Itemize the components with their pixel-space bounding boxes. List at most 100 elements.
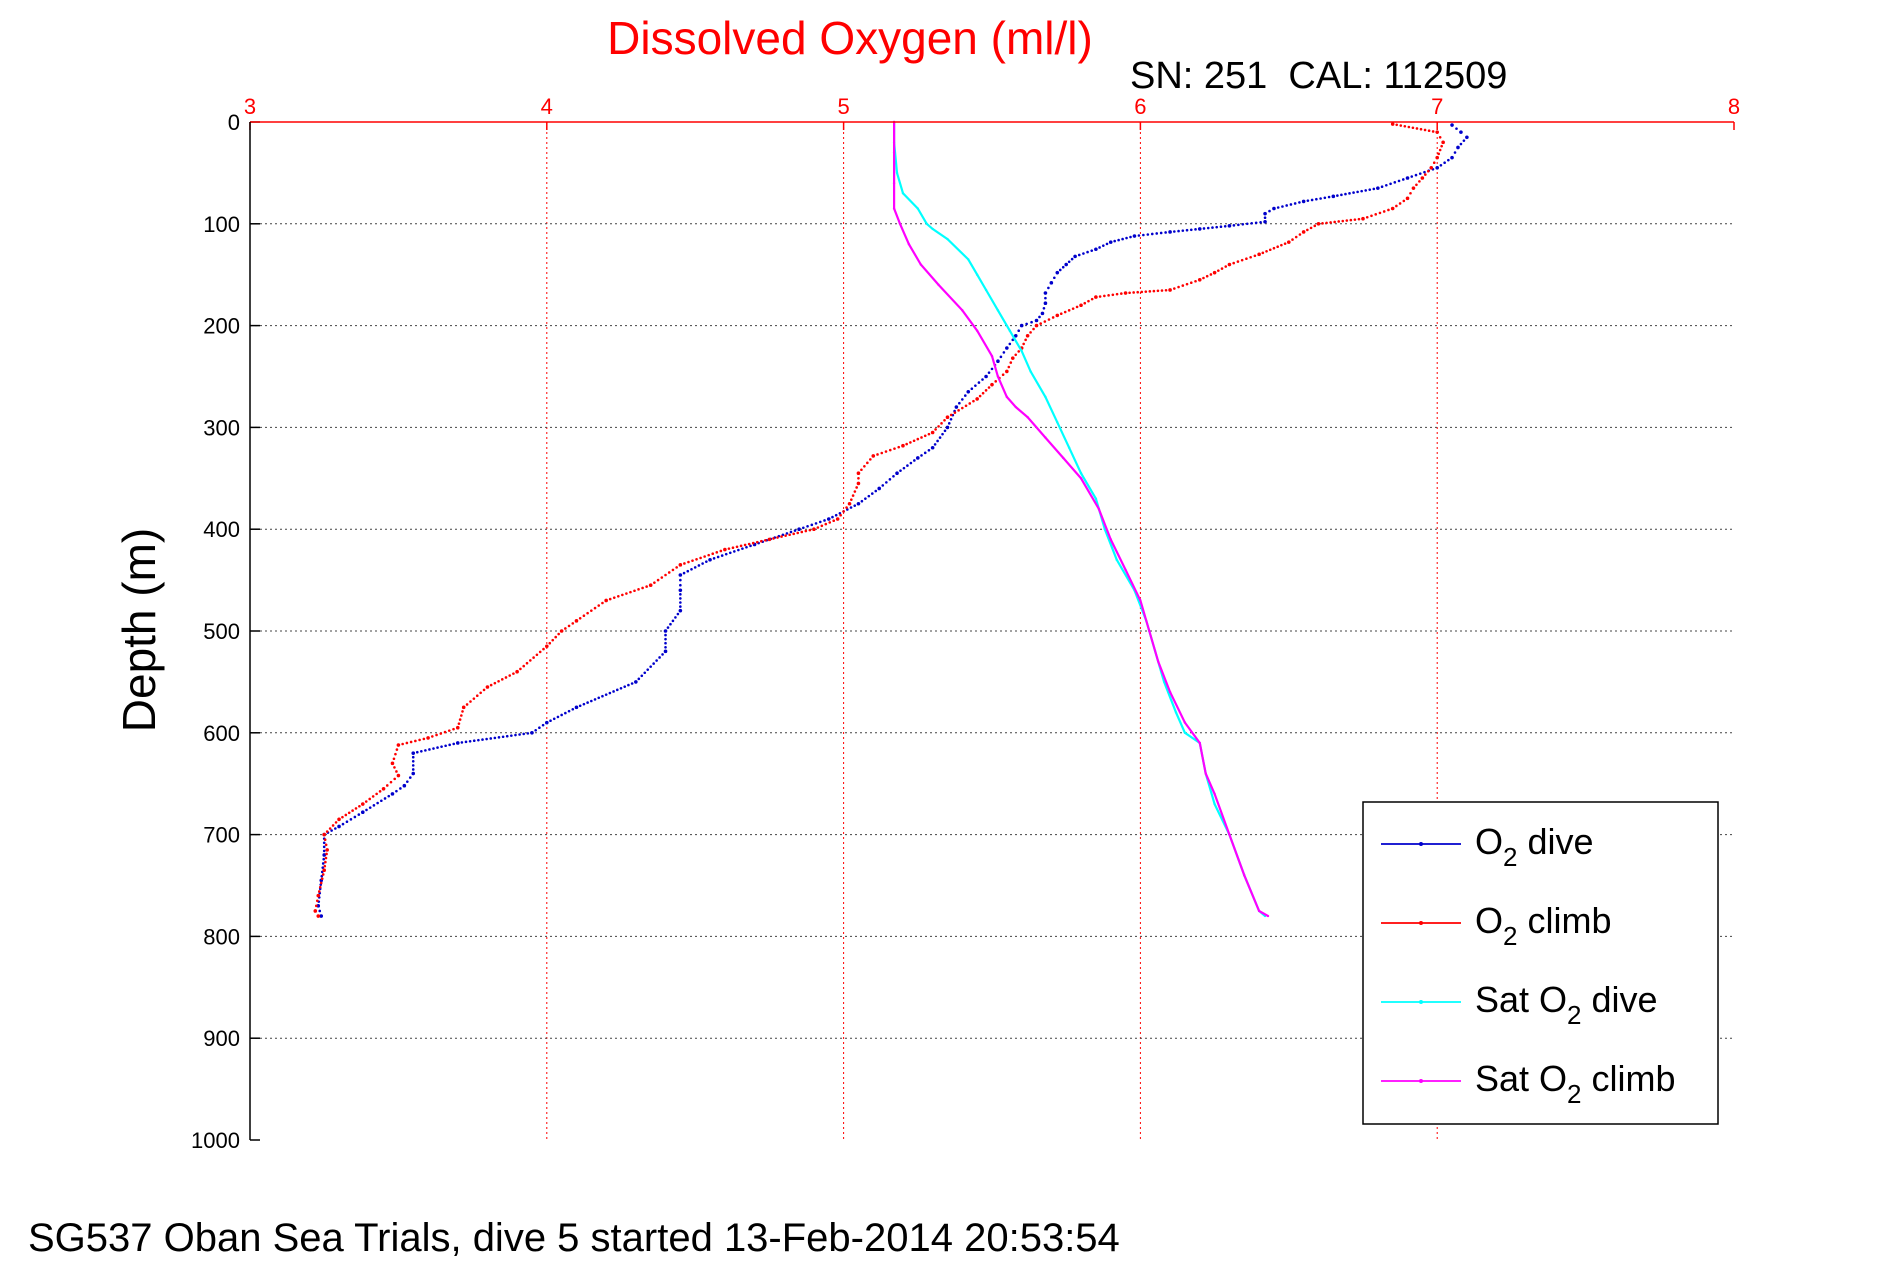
trace-dot: [1075, 305, 1079, 309]
trace-dot: [324, 860, 327, 864]
trace-dot: [322, 841, 326, 845]
trace-dot: [637, 677, 641, 681]
trace-dot: [512, 672, 515, 675]
trace-dot: [1181, 229, 1185, 232]
data-point: [1079, 477, 1083, 480]
trace-dot: [1337, 220, 1341, 223]
trace-dot: [1364, 189, 1367, 192]
trace-dot: [1345, 219, 1349, 222]
trace-dot: [428, 748, 431, 751]
trace-dot: [857, 477, 860, 480]
trace-dot: [864, 497, 867, 500]
trace-dot: [747, 542, 751, 546]
trace-dot: [784, 534, 787, 537]
trace-dot: [682, 571, 686, 575]
y-tick-label: 900: [203, 1026, 240, 1051]
data-point: [1094, 295, 1098, 299]
data-point: [946, 237, 949, 241]
trace-dot: [1142, 233, 1145, 237]
trace-dot: [1189, 281, 1193, 284]
trace-dot: [548, 641, 552, 645]
legend-label: O2 dive: [1475, 821, 1594, 872]
trace-dot: [376, 801, 379, 805]
data-point: [856, 471, 861, 476]
trace-dot: [1349, 218, 1353, 222]
trace-dot: [1009, 361, 1013, 364]
trace-dot: [1058, 268, 1062, 272]
trace-dot: [1385, 183, 1388, 187]
trace-dot: [590, 699, 593, 703]
data-point: [1029, 370, 1032, 373]
trace-dot: [686, 569, 690, 573]
trace-dot: [899, 469, 902, 472]
trace-dot: [1121, 237, 1124, 241]
data-point: [1405, 176, 1410, 180]
data-point: [1020, 349, 1023, 353]
data-point: [877, 486, 882, 491]
trace-dot: [788, 533, 791, 537]
axes: 3 4 5 6 7 8 0 100 200 300 400 500 600 700 800 900 1000: [191, 94, 1740, 1153]
trace-dot: [1443, 161, 1446, 165]
trace-dot: [940, 422, 943, 425]
trace-dot: [493, 681, 497, 685]
trace-dot: [1241, 223, 1245, 226]
trace-dot: [1380, 185, 1384, 189]
trace-dot: [716, 555, 720, 559]
trace-dot: [1348, 192, 1351, 195]
trace-dot: [1194, 279, 1197, 283]
trace-dot: [1360, 189, 1363, 193]
trace-dot: [1137, 234, 1141, 237]
data-point: [919, 263, 922, 266]
trace-dot: [656, 578, 660, 582]
trace-dot: [1220, 267, 1224, 270]
trace-dot: [1245, 257, 1248, 261]
trace-dot: [1185, 282, 1189, 286]
data-point: [901, 192, 905, 195]
trace-dot: [1293, 202, 1297, 205]
data-point: [945, 425, 950, 430]
chart-title: Dissolved Oxygen (ml/l): [607, 12, 1093, 64]
data-point: [319, 914, 324, 918]
trace-dot: [1129, 235, 1132, 239]
data-point: [574, 705, 579, 710]
trace-dot: [912, 439, 916, 443]
legend-marker: [1419, 1000, 1423, 1004]
data-point: [545, 720, 549, 725]
trace-dot: [1160, 289, 1164, 292]
trace-dot: [593, 606, 597, 610]
data-point: [1257, 252, 1261, 257]
trace-dot: [1067, 309, 1071, 312]
trace-dot: [1232, 224, 1236, 227]
trace-dot: [743, 543, 747, 547]
trace-dot: [604, 693, 608, 696]
trace-dot: [1356, 190, 1359, 194]
trace-dot: [892, 474, 895, 478]
trace-dot: [1310, 198, 1314, 202]
data-point: [1025, 333, 1030, 338]
trace-dot: [485, 737, 488, 741]
trace-dot: [479, 691, 482, 695]
data-point: [1067, 446, 1071, 449]
data-point: [1124, 568, 1127, 572]
trace-dot: [666, 626, 670, 629]
trace-dot: [358, 804, 361, 808]
data-point: [1266, 914, 1270, 918]
data-point: [895, 171, 899, 175]
data-point: [663, 629, 668, 633]
trace-dot: [664, 633, 667, 637]
trace-dot: [679, 597, 682, 600]
data-point: [1064, 262, 1068, 267]
trace-dot: [325, 830, 329, 833]
trace-dot: [1043, 320, 1047, 323]
data-point: [1316, 222, 1321, 226]
trace-dot: [1321, 222, 1324, 225]
trace-dot: [933, 443, 937, 446]
trace-dot: [472, 697, 476, 700]
trace-dot: [834, 513, 838, 517]
trace-dot: [375, 792, 378, 796]
trace-dot: [1025, 322, 1028, 326]
trace-dot: [1008, 342, 1012, 346]
trace-dot: [1120, 292, 1123, 295]
trace-dot: [514, 733, 517, 737]
trace-dot: [325, 852, 328, 856]
